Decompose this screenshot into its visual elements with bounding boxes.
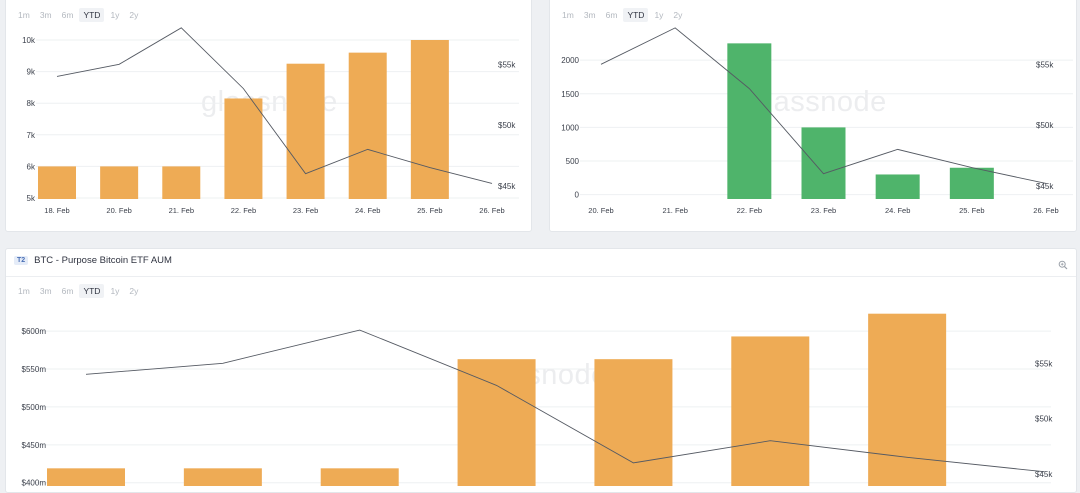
bar[interactable] bbox=[47, 468, 125, 486]
y-tick-label-left: 7k bbox=[27, 131, 36, 140]
y-tick-label-left: 5k bbox=[27, 194, 36, 203]
range-tab-6m[interactable]: 6m bbox=[61, 10, 74, 20]
bar[interactable] bbox=[594, 359, 673, 486]
y-tick-label-left: 2000 bbox=[561, 56, 579, 65]
header-divider bbox=[6, 276, 1076, 277]
y-tick-label-left: $400m bbox=[22, 479, 47, 488]
bar[interactable] bbox=[224, 98, 263, 199]
range-tab-2y[interactable]: 2y bbox=[129, 286, 139, 296]
y-tick-label-left: 10k bbox=[22, 36, 36, 45]
bar[interactable] bbox=[410, 40, 449, 199]
y-tick-label-right: $50k bbox=[1035, 415, 1053, 424]
range-tab-ytd[interactable]: YTD bbox=[623, 8, 649, 22]
x-tick-label: 21. Feb bbox=[662, 206, 687, 215]
range-tab-3m[interactable]: 3m bbox=[39, 286, 52, 296]
range-tab-3m[interactable]: 3m bbox=[583, 10, 596, 20]
x-tick-label: 25. Feb bbox=[959, 206, 984, 215]
range-tab-6m[interactable]: 6m bbox=[605, 10, 618, 20]
range-tab-6m[interactable]: 6m bbox=[61, 286, 74, 296]
range-tabs: 1m 3m 6m YTD 1y 2y bbox=[14, 8, 142, 22]
bar[interactable] bbox=[183, 468, 262, 486]
range-tab-ytd[interactable]: YTD bbox=[79, 284, 105, 298]
y-tick-label-left: 1500 bbox=[561, 90, 579, 99]
x-tick-label: 23. Feb bbox=[293, 206, 318, 215]
price-line bbox=[56, 27, 493, 184]
y-tick-label-left: $550m bbox=[22, 365, 47, 374]
y-tick-label-right: $45k bbox=[1036, 182, 1054, 191]
range-tab-1y[interactable]: 1y bbox=[110, 286, 120, 296]
range-tabs: 1m 3m 6m YTD 1y 2y bbox=[558, 8, 686, 22]
x-tick-label: 18. Feb bbox=[44, 206, 69, 215]
y-tick-label-left: $500m bbox=[22, 403, 47, 412]
chart-3: $400m$450m$500m$550m$600m$45k$50k$55k18.… bbox=[22, 313, 1053, 488]
bar[interactable] bbox=[100, 166, 139, 199]
y-tick-label-right: $50k bbox=[498, 121, 516, 130]
chart-1: 5k 6k 7k 8k 9k 10k $45k $50k $55k 18. Feb 20. Feb 2… bbox=[22, 27, 519, 215]
x-tick-label: 23. Feb bbox=[811, 206, 836, 215]
bar[interactable] bbox=[727, 43, 772, 200]
x-tick-label: 26. Feb bbox=[479, 206, 504, 215]
bar[interactable] bbox=[801, 127, 846, 199]
bar[interactable] bbox=[162, 166, 201, 199]
range-tab-1y[interactable]: 1y bbox=[110, 10, 120, 20]
range-tabs: 1m 3m 6m YTD 1y 2y bbox=[14, 284, 142, 298]
y-tick-label-left: $450m bbox=[22, 441, 47, 450]
x-tick-label: 24. Feb bbox=[885, 206, 910, 215]
range-tab-3m[interactable]: 3m bbox=[39, 10, 52, 20]
range-tab-ytd[interactable]: YTD bbox=[79, 8, 105, 22]
bar[interactable] bbox=[875, 174, 920, 199]
bar[interactable] bbox=[348, 52, 387, 199]
y-tick-label-left: 1000 bbox=[561, 123, 579, 132]
x-tick-label: 20. Feb bbox=[106, 206, 131, 215]
range-tab-2y[interactable]: 2y bbox=[129, 10, 139, 20]
chart-panel-2: 1m 3m 6m YTD 1y 2y glassnode 0 500 1000 150… bbox=[549, 0, 1077, 232]
y-tick-label-left: 0 bbox=[575, 191, 580, 200]
chart-panel-3: T2 BTC - Purpose Bitcoin ETF AUM 1m 3m 6… bbox=[5, 248, 1077, 493]
y-tick-label-right: $45k bbox=[1035, 470, 1053, 479]
price-line bbox=[600, 27, 1047, 184]
y-tick-label-right: $55k bbox=[498, 60, 516, 69]
y-tick-label-right: $45k bbox=[498, 182, 516, 191]
range-tab-2y[interactable]: 2y bbox=[673, 10, 683, 20]
y-tick-label-left: 500 bbox=[566, 157, 580, 166]
y-tick-label-left: $600m bbox=[22, 327, 47, 336]
x-tick-label: 22. Feb bbox=[737, 206, 762, 215]
x-tick-label: 20. Feb bbox=[588, 206, 613, 215]
x-tick-label: 22. Feb bbox=[231, 206, 256, 215]
chart-2: 0 500 1000 1500 2000 $45k $50k $55k 20. Feb 21. F… bbox=[561, 27, 1073, 215]
panel-title: BTC - Purpose Bitcoin ETF AUM bbox=[34, 255, 172, 266]
bar[interactable] bbox=[949, 167, 994, 199]
x-tick-label: 24. Feb bbox=[355, 206, 380, 215]
range-tab-1m[interactable]: 1m bbox=[562, 10, 574, 20]
panel-badge: T2 bbox=[14, 256, 29, 265]
chart-panel-1: 1m 3m 6m YTD 1y 2y glassnode 5k 6k 7k 8k 9k 1… bbox=[5, 0, 532, 232]
bar[interactable] bbox=[38, 166, 76, 199]
price-line bbox=[85, 329, 1045, 473]
zoom-in-icon[interactable] bbox=[1058, 257, 1068, 275]
y-tick-label-left: 9k bbox=[27, 68, 36, 77]
y-tick-label-right: $55k bbox=[1035, 359, 1053, 368]
range-tab-1m[interactable]: 1m bbox=[18, 10, 30, 20]
y-tick-label-left: 6k bbox=[27, 162, 36, 171]
x-tick-label: 26. Feb bbox=[1033, 206, 1058, 215]
bar[interactable] bbox=[286, 63, 325, 199]
bar[interactable] bbox=[320, 468, 399, 486]
y-tick-label-left: 8k bbox=[27, 99, 36, 108]
bar[interactable] bbox=[457, 359, 536, 486]
bar[interactable] bbox=[731, 336, 810, 486]
y-tick-label-right: $55k bbox=[1036, 60, 1054, 69]
x-tick-label: 21. Feb bbox=[169, 206, 194, 215]
y-tick-label-right: $50k bbox=[1036, 121, 1054, 130]
panel-header: T2 BTC - Purpose Bitcoin ETF AUM bbox=[14, 255, 172, 266]
range-tab-1m[interactable]: 1m bbox=[18, 286, 30, 296]
x-tick-label: 25. Feb bbox=[417, 206, 442, 215]
range-tab-1y[interactable]: 1y bbox=[654, 10, 664, 20]
